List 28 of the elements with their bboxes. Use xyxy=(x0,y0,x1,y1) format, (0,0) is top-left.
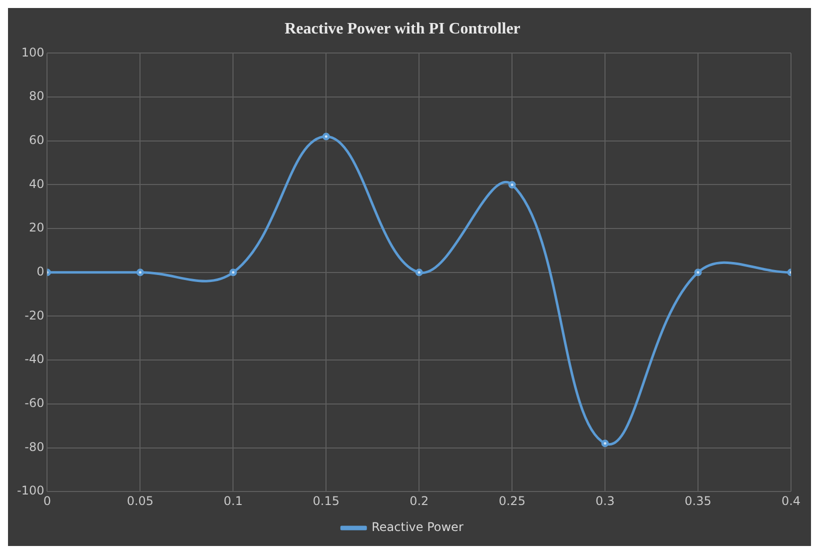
x-tick-label: 0.05 xyxy=(126,494,154,508)
y-tick-label: -100 xyxy=(17,484,44,498)
point xyxy=(508,180,516,188)
x-tick-label: 0.1 xyxy=(224,494,243,508)
y-tick-label: -80 xyxy=(24,440,44,454)
y-tick-label: 40 xyxy=(28,176,44,191)
y-tick-label: 80 xyxy=(28,89,44,104)
x-tick-label: 0.3 xyxy=(596,494,615,508)
x-tick-label: 0.2 xyxy=(410,494,429,508)
legend-label: Reactive Power xyxy=(372,520,464,534)
y-tick-label: 20 xyxy=(28,220,44,235)
chart-title: Reactive Power with PI Controller xyxy=(284,20,520,38)
point xyxy=(322,132,330,140)
y-tick-label: -40 xyxy=(24,352,44,366)
point xyxy=(415,268,423,276)
point xyxy=(694,268,702,276)
x-tick-label: 0.15 xyxy=(312,494,340,508)
y-tick-label: 100 xyxy=(21,45,44,60)
point xyxy=(229,268,237,276)
y-tick-label: -60 xyxy=(24,396,44,410)
x-tick-label: 0.4 xyxy=(781,494,801,508)
point xyxy=(601,440,609,448)
point xyxy=(136,268,144,276)
x-tick-label: 0.35 xyxy=(684,494,712,508)
y-tick-label: -20 xyxy=(24,308,44,322)
y-tick-label: 60 xyxy=(28,133,44,148)
x-tick-label: 0.25 xyxy=(498,494,526,508)
y-tick-label: 0 xyxy=(36,264,44,279)
